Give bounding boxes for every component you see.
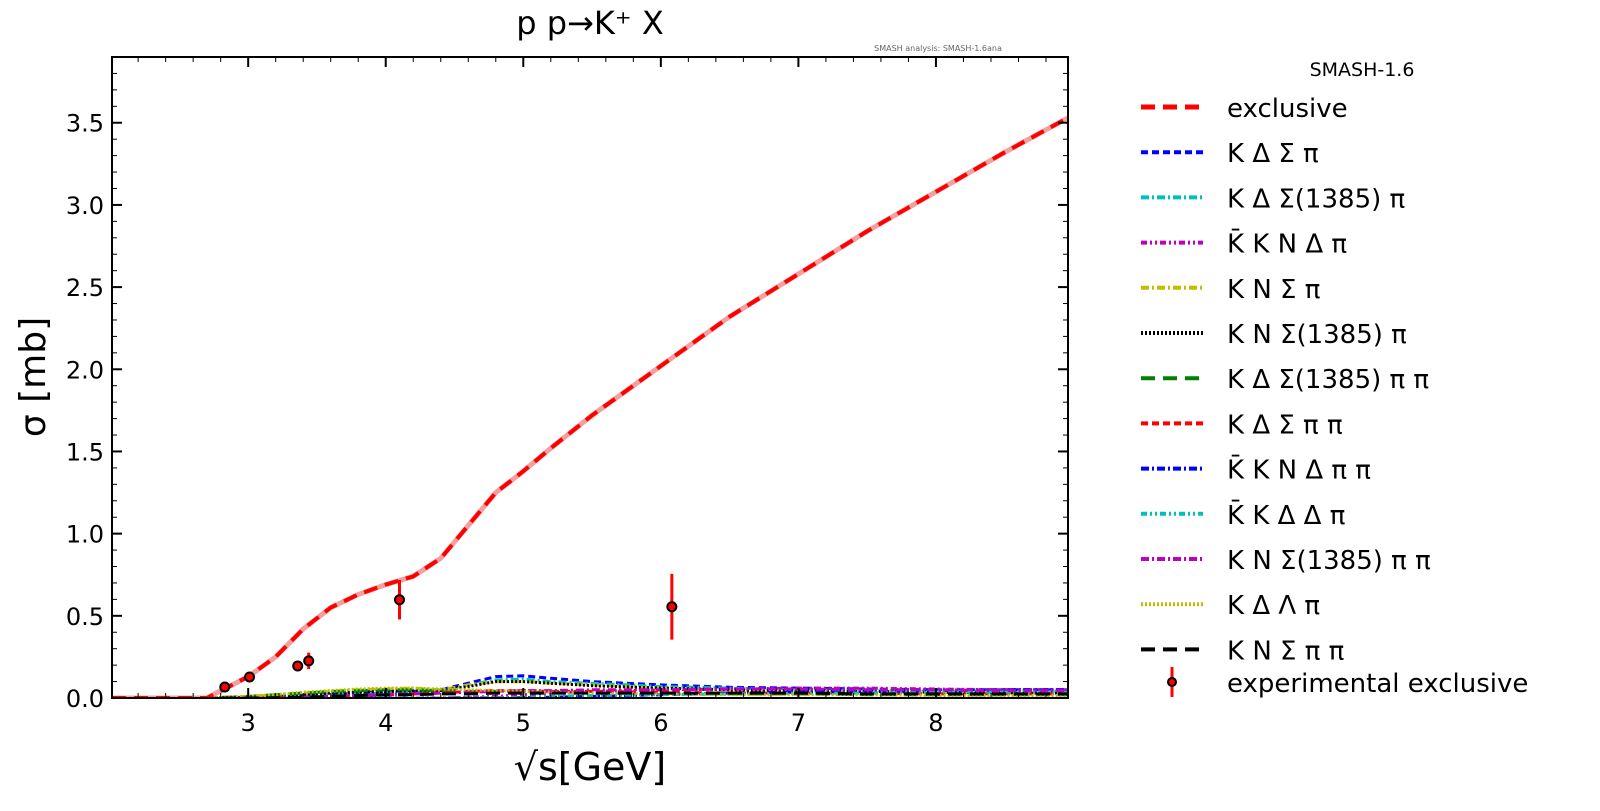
- legend-label: K N Σ(1385) π π: [1227, 546, 1431, 576]
- y-tick-label: 1.5: [66, 438, 104, 466]
- x-tick-label: 5: [516, 709, 531, 737]
- legend-label: K Δ Σ π: [1227, 139, 1319, 169]
- x-axis-label: √s[GeV]: [514, 745, 666, 789]
- y-tick-label: 2.5: [66, 274, 104, 302]
- legend: SMASH-1.6 exclusive K Δ Σ π K Δ Σ(1385) π K…: [1141, 59, 1528, 699]
- experimental-point: [666, 601, 678, 613]
- legend-label: K N Σ π π: [1227, 636, 1344, 666]
- y-tick-label: 2.0: [66, 356, 104, 384]
- x-tick-label: 8: [928, 709, 943, 737]
- legend-label: K Δ Σ π π: [1227, 410, 1343, 440]
- plot-frame: [111, 56, 1069, 699]
- y-tick-label: 3.5: [66, 110, 104, 138]
- legend-label: K Δ Σ(1385) π π: [1227, 365, 1429, 395]
- legend-label: K̄ K Δ Δ π: [1227, 499, 1345, 531]
- x-tick-label: 6: [653, 709, 668, 737]
- x-tick-label: 7: [791, 709, 806, 737]
- experimental-point: [292, 660, 304, 672]
- y-tick-label: 3.0: [66, 192, 104, 220]
- y-tick-label: 1.0: [66, 521, 104, 549]
- experimental-point: [244, 671, 256, 683]
- series-line-11: [112, 686, 1068, 698]
- x-tick-label: 3: [241, 709, 256, 737]
- legend-title: SMASH-1.6: [1310, 59, 1415, 81]
- experimental-point: [219, 681, 231, 693]
- analysis-annotation: SMASH analysis: SMASH-1.6ana: [874, 44, 1002, 53]
- legend-label: K N Σ(1385) π: [1227, 320, 1407, 350]
- y-tick-label: 0.5: [66, 603, 104, 631]
- legend-swatch-point: [1167, 677, 1177, 687]
- series-line-8: [112, 688, 1068, 698]
- legend-label: K̄ K N Δ π: [1227, 228, 1347, 260]
- chart-title: p p→K⁺ X: [516, 4, 664, 42]
- experimental-point: [303, 655, 315, 667]
- experimental-point: [393, 594, 405, 606]
- legend-label: K Δ Λ π: [1227, 591, 1320, 621]
- legend-label: K̄ K N Δ π π: [1227, 454, 1371, 486]
- y-tick-label: 0.0: [66, 685, 104, 713]
- legend-label: exclusive: [1227, 94, 1348, 124]
- legend-label: K Δ Σ(1385) π: [1227, 184, 1405, 214]
- legend-label: experimental exclusive: [1227, 669, 1528, 699]
- series-line-0: [112, 116, 1068, 698]
- x-tick-label: 4: [378, 709, 393, 737]
- legend-label: K N Σ π: [1227, 275, 1320, 305]
- series-exclusive-band: [112, 115, 1068, 698]
- y-axis-label: σ [mb]: [13, 317, 54, 437]
